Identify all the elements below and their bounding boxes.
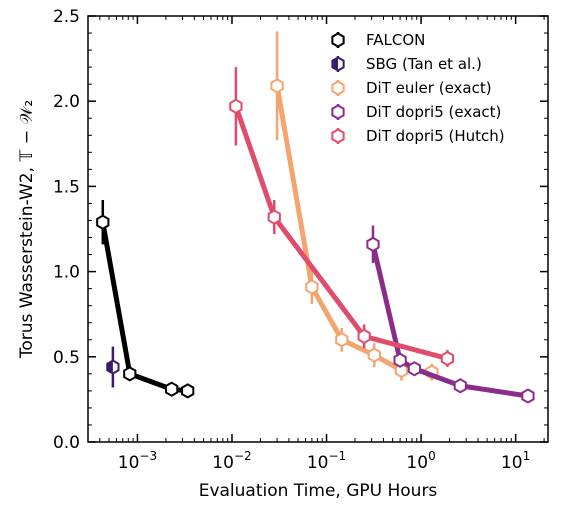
legend-item-dit-dopri5-exact: DiT dopri5 (exact) bbox=[331, 103, 501, 121]
legend-item-dit-euler-exact: DiT euler (exact) bbox=[331, 79, 492, 97]
legend-label: SBG (Tan et al.) bbox=[366, 55, 482, 73]
legend-marker bbox=[331, 128, 345, 144]
data-point bbox=[305, 279, 319, 295]
legend-item-falcon: FALCON bbox=[331, 31, 425, 49]
data-point bbox=[453, 378, 467, 394]
legend-label: DiT dopri5 (exact) bbox=[366, 103, 501, 121]
data-point bbox=[267, 209, 281, 225]
legend-label: FALCON bbox=[366, 31, 425, 49]
data-point bbox=[366, 236, 380, 252]
legend-label: DiT dopri5 (Hutch) bbox=[366, 127, 505, 145]
data-point bbox=[440, 350, 455, 367]
y-tick-label: 1.5 bbox=[53, 177, 80, 197]
data-point bbox=[106, 359, 120, 375]
legend-item-dit-dopri5-hutch: DiT dopri5 (Hutch) bbox=[331, 127, 505, 145]
x-tick-label: 10−3 bbox=[118, 449, 157, 473]
data-point bbox=[165, 381, 179, 397]
y-tick-label: 0.0 bbox=[53, 433, 80, 453]
series-dit-euler-exact bbox=[270, 31, 439, 381]
data-point bbox=[521, 388, 535, 404]
data-point bbox=[229, 98, 243, 114]
y-axis-label: Torus Wasserstein-W2, 𝕋 − 𝒲₂ bbox=[17, 100, 37, 359]
legend-marker bbox=[331, 104, 345, 120]
data-point bbox=[270, 78, 284, 94]
series-line bbox=[100, 219, 191, 394]
data-point bbox=[357, 328, 371, 345]
x-tick-label: 10−2 bbox=[212, 449, 251, 473]
y-tick-label: 2.5 bbox=[53, 7, 80, 27]
series-dit-dopri5-hutch bbox=[229, 67, 455, 368]
series-dit-dopri5-exact bbox=[366, 225, 535, 404]
x-axis-label: Evaluation Time, GPU Hours bbox=[199, 481, 438, 501]
data-point bbox=[367, 347, 381, 363]
data-point bbox=[96, 214, 110, 230]
x-tick-label: 101 bbox=[501, 449, 530, 473]
legend: FALCON SBG (Tan et al.) DiT euler (exact) D… bbox=[331, 31, 505, 145]
legend-marker bbox=[331, 56, 345, 72]
series-sbg-tan-et-al bbox=[106, 346, 120, 388]
series-group bbox=[96, 31, 535, 404]
legend-item-sbg-tan-et-al: SBG (Tan et al.) bbox=[331, 55, 482, 73]
series-line bbox=[233, 103, 450, 361]
data-point bbox=[393, 352, 407, 368]
legend-label: DiT euler (exact) bbox=[366, 79, 492, 97]
x-tick-label: 100 bbox=[406, 449, 435, 473]
y-tick-label: 0.5 bbox=[53, 348, 80, 368]
y-tick-label: 2.0 bbox=[53, 92, 80, 112]
y-tick-label: 1.0 bbox=[53, 263, 80, 283]
legend-marker bbox=[331, 80, 345, 96]
data-point bbox=[407, 361, 422, 377]
data-point bbox=[123, 366, 137, 382]
x-tick-label: 10−1 bbox=[307, 449, 346, 473]
axis-ticks: 0.0 0.5 1.0 1.5 2.0 2.5 10−3 10−2 10−1 100 101 bbox=[53, 7, 548, 473]
series-falcon bbox=[96, 200, 195, 399]
data-point bbox=[181, 383, 195, 399]
data-point bbox=[335, 332, 349, 348]
legend-marker bbox=[331, 32, 345, 48]
plot-frame bbox=[87, 15, 549, 443]
